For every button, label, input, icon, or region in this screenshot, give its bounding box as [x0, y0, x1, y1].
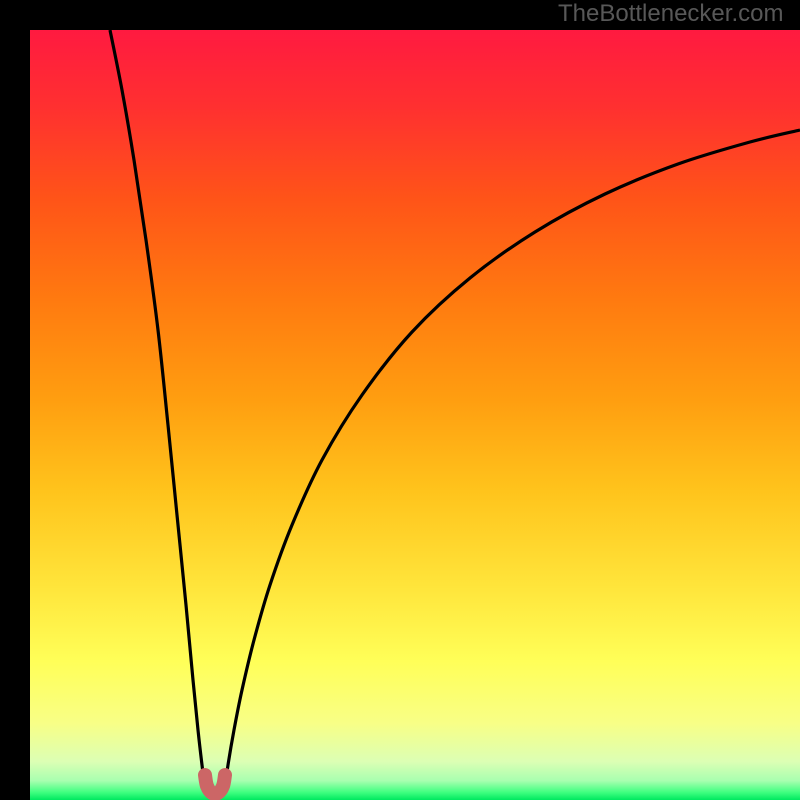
gradient-background — [30, 30, 800, 800]
plot-svg — [30, 30, 800, 800]
bottleneck-gradient-plot — [30, 30, 800, 800]
watermark-text: TheBottlenecker.com — [558, 0, 783, 28]
